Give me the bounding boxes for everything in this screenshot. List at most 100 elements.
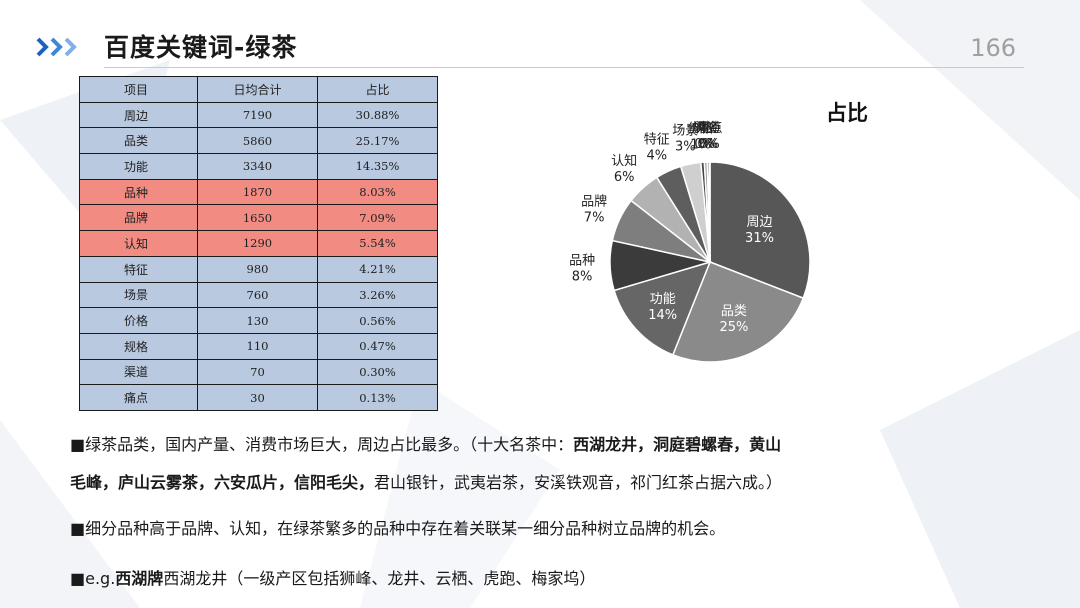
page-number: 166	[970, 34, 1016, 62]
pie-category-label: 价格	[688, 120, 714, 136]
cell-daily-total: 1290	[197, 230, 318, 257]
cell-item-name: 品牌	[79, 204, 198, 232]
cell-share: 30.88%	[317, 101, 438, 129]
column-header-item: 项目	[79, 76, 198, 103]
table-row: 渠道 70 0.30%	[79, 358, 438, 386]
slide-header: 百度关键词-绿茶 166	[0, 0, 1080, 72]
cell-item-name: 品种	[79, 178, 198, 206]
pie-slice	[613, 260, 712, 356]
cell-item-name: 特征	[79, 255, 198, 283]
cell-daily-total: 1870	[197, 178, 318, 206]
note-text-bold: 西湖牌	[115, 569, 164, 588]
note-text: ■e.g.	[70, 569, 116, 588]
note-text: ■绿茶品类，国内产量、消费市场巨大，周边占比最多。（十大名茶中：	[70, 435, 574, 454]
pie-category-label: 功能	[650, 292, 676, 307]
note-line-1: ■绿茶品类，国内产量、消费市场巨大，周边占比最多。（十大名茶中：西湖龙井，洞庭碧…	[70, 428, 1030, 461]
pie-chart-title: 占比	[826, 101, 868, 125]
cell-daily-total: 70	[197, 358, 318, 386]
pie-category-label: 品牌	[581, 194, 607, 210]
slide-title: 百度关键词-绿茶	[104, 33, 298, 62]
pie-percent-label: 0%	[694, 137, 715, 152]
pie-percent-label: 6%	[614, 170, 635, 185]
cell-daily-total: 3340	[197, 153, 318, 180]
cell-share: 8.03%	[317, 178, 438, 206]
cell-daily-total: 7190	[197, 101, 318, 129]
cell-share: 25.17%	[317, 127, 438, 155]
table-row: 品种 1870 8.03%	[79, 178, 438, 206]
column-header-share: 占比	[317, 76, 438, 103]
pie-category-label: 规格	[692, 120, 718, 136]
cell-item-name: 价格	[79, 307, 198, 334]
header-divider	[104, 67, 1024, 68]
cell-daily-total: 110	[197, 332, 318, 360]
pie-category-label: 品类	[721, 304, 747, 319]
chevron-arrows-icon	[36, 37, 77, 57]
pie-chart: 周边 31% 品类 25% 功能 14% 品种 8% 品牌 7% 认知 6% 特征 4% 场景 3% 价格 1% 规…	[540, 80, 1040, 390]
pie-category-label: 周边	[746, 215, 772, 230]
pie-slice	[709, 161, 811, 300]
cell-item-name: 功能	[79, 153, 198, 180]
pie-percent-label: 4%	[646, 149, 667, 164]
pie-percent-label: 7%	[584, 211, 605, 226]
note-line-4: ■e.g.西湖牌西湖龙井（一级产区包括狮峰、龙井、云栖、虎跑、梅家坞）	[70, 562, 1030, 595]
table-row: 价格 130 0.56%	[79, 307, 438, 334]
cell-share: 0.13%	[317, 384, 438, 411]
table-row: 规格 110 0.47%	[79, 332, 438, 360]
pie-category-label: 品种	[569, 254, 595, 269]
cell-share: 14.35%	[317, 153, 438, 180]
pie-percent-label: 0%	[699, 137, 720, 152]
pie-slice	[708, 161, 711, 263]
cell-share: 4.21%	[317, 255, 438, 283]
note-line-2: 毛峰，庐山云雾茶，六安瓜片，信阳毛尖，君山银针，武夷岩茶，安溪铁观音，祁门红茶占…	[70, 466, 1030, 499]
cell-item-name: 认知	[79, 230, 198, 257]
cell-item-name: 痛点	[79, 384, 198, 411]
table-row: 痛点 30 0.13%	[79, 384, 438, 411]
cell-item-name: 渠道	[79, 358, 198, 386]
pie-category-label: 认知	[611, 153, 637, 169]
table-row: 特征 980 4.21%	[79, 255, 438, 283]
cell-daily-total: 130	[197, 307, 318, 334]
pie-percent-label: 1%	[690, 137, 711, 152]
note-text: 君山银针，武夷岩茶，安溪铁观音，祁门红茶占据六成。）	[374, 473, 783, 492]
note-text: 西湖龙井（一级产区包括狮峰、龙井、云栖、虎跑、梅家坞）	[163, 569, 596, 588]
pie-percent-label: 25%	[719, 320, 748, 335]
cell-daily-total: 5860	[197, 127, 318, 155]
pie-category-label: 渠道	[695, 121, 721, 136]
pie-percent-label: 31%	[745, 231, 774, 246]
table-row: 认知 1290 5.54%	[79, 230, 438, 257]
pie-percent-label: 3%	[675, 139, 696, 154]
cell-share: 0.30%	[317, 358, 438, 386]
pie-percent-label: 0%	[697, 137, 718, 152]
pie-slice	[671, 261, 805, 363]
cell-share: 5.54%	[317, 230, 438, 257]
note-text: ■细分品种高于品牌、认知，在绿茶繁多的品种中存在着关联某一细分品种树立品牌的机会…	[70, 519, 726, 538]
cell-daily-total: 30	[197, 384, 318, 411]
cell-daily-total: 760	[197, 281, 318, 309]
pie-percent-label: 8%	[572, 270, 593, 285]
cell-daily-total: 980	[197, 255, 318, 283]
cell-share: 0.56%	[317, 307, 438, 334]
note-line-3: ■细分品种高于品牌、认知，在绿茶繁多的品种中存在着关联某一细分品种树立品牌的机会…	[70, 512, 1030, 545]
pie-category-label: 场景	[672, 123, 698, 138]
cell-item-name: 品类	[79, 127, 198, 155]
cell-item-name: 周边	[79, 101, 198, 129]
cell-share: 0.47%	[317, 332, 438, 360]
cell-share: 3.26%	[317, 281, 438, 309]
note-text-bold: 西湖龙井，洞庭碧螺春，黄山	[573, 435, 782, 454]
cell-item-name: 场景	[79, 281, 198, 309]
cell-item-name: 规格	[79, 332, 198, 360]
table-row: 场景 760 3.26%	[79, 281, 438, 309]
column-header-daily-total: 日均合计	[197, 76, 318, 103]
note-text-bold: 毛峰，庐山云雾茶，六安瓜片，信阳毛尖，	[70, 473, 375, 492]
table-row: 周边 7190 30.88%	[79, 101, 438, 129]
pie-category-label: 痛点	[696, 120, 722, 136]
cell-daily-total: 1650	[197, 204, 318, 232]
table-row: 品牌 1650 7.09%	[79, 204, 438, 232]
pie-percent-label: 14%	[648, 308, 677, 323]
keyword-data-table: 项目 日均合计 占比 周边 7190 30.88% 品类 5860 25.17% 功能 334…	[79, 76, 438, 411]
table-header-row: 项目 日均合计 占比	[79, 76, 438, 103]
table-row: 功能 3340 14.35%	[79, 153, 438, 180]
pie-category-label: 特征	[644, 133, 670, 148]
cell-share: 7.09%	[317, 204, 438, 232]
